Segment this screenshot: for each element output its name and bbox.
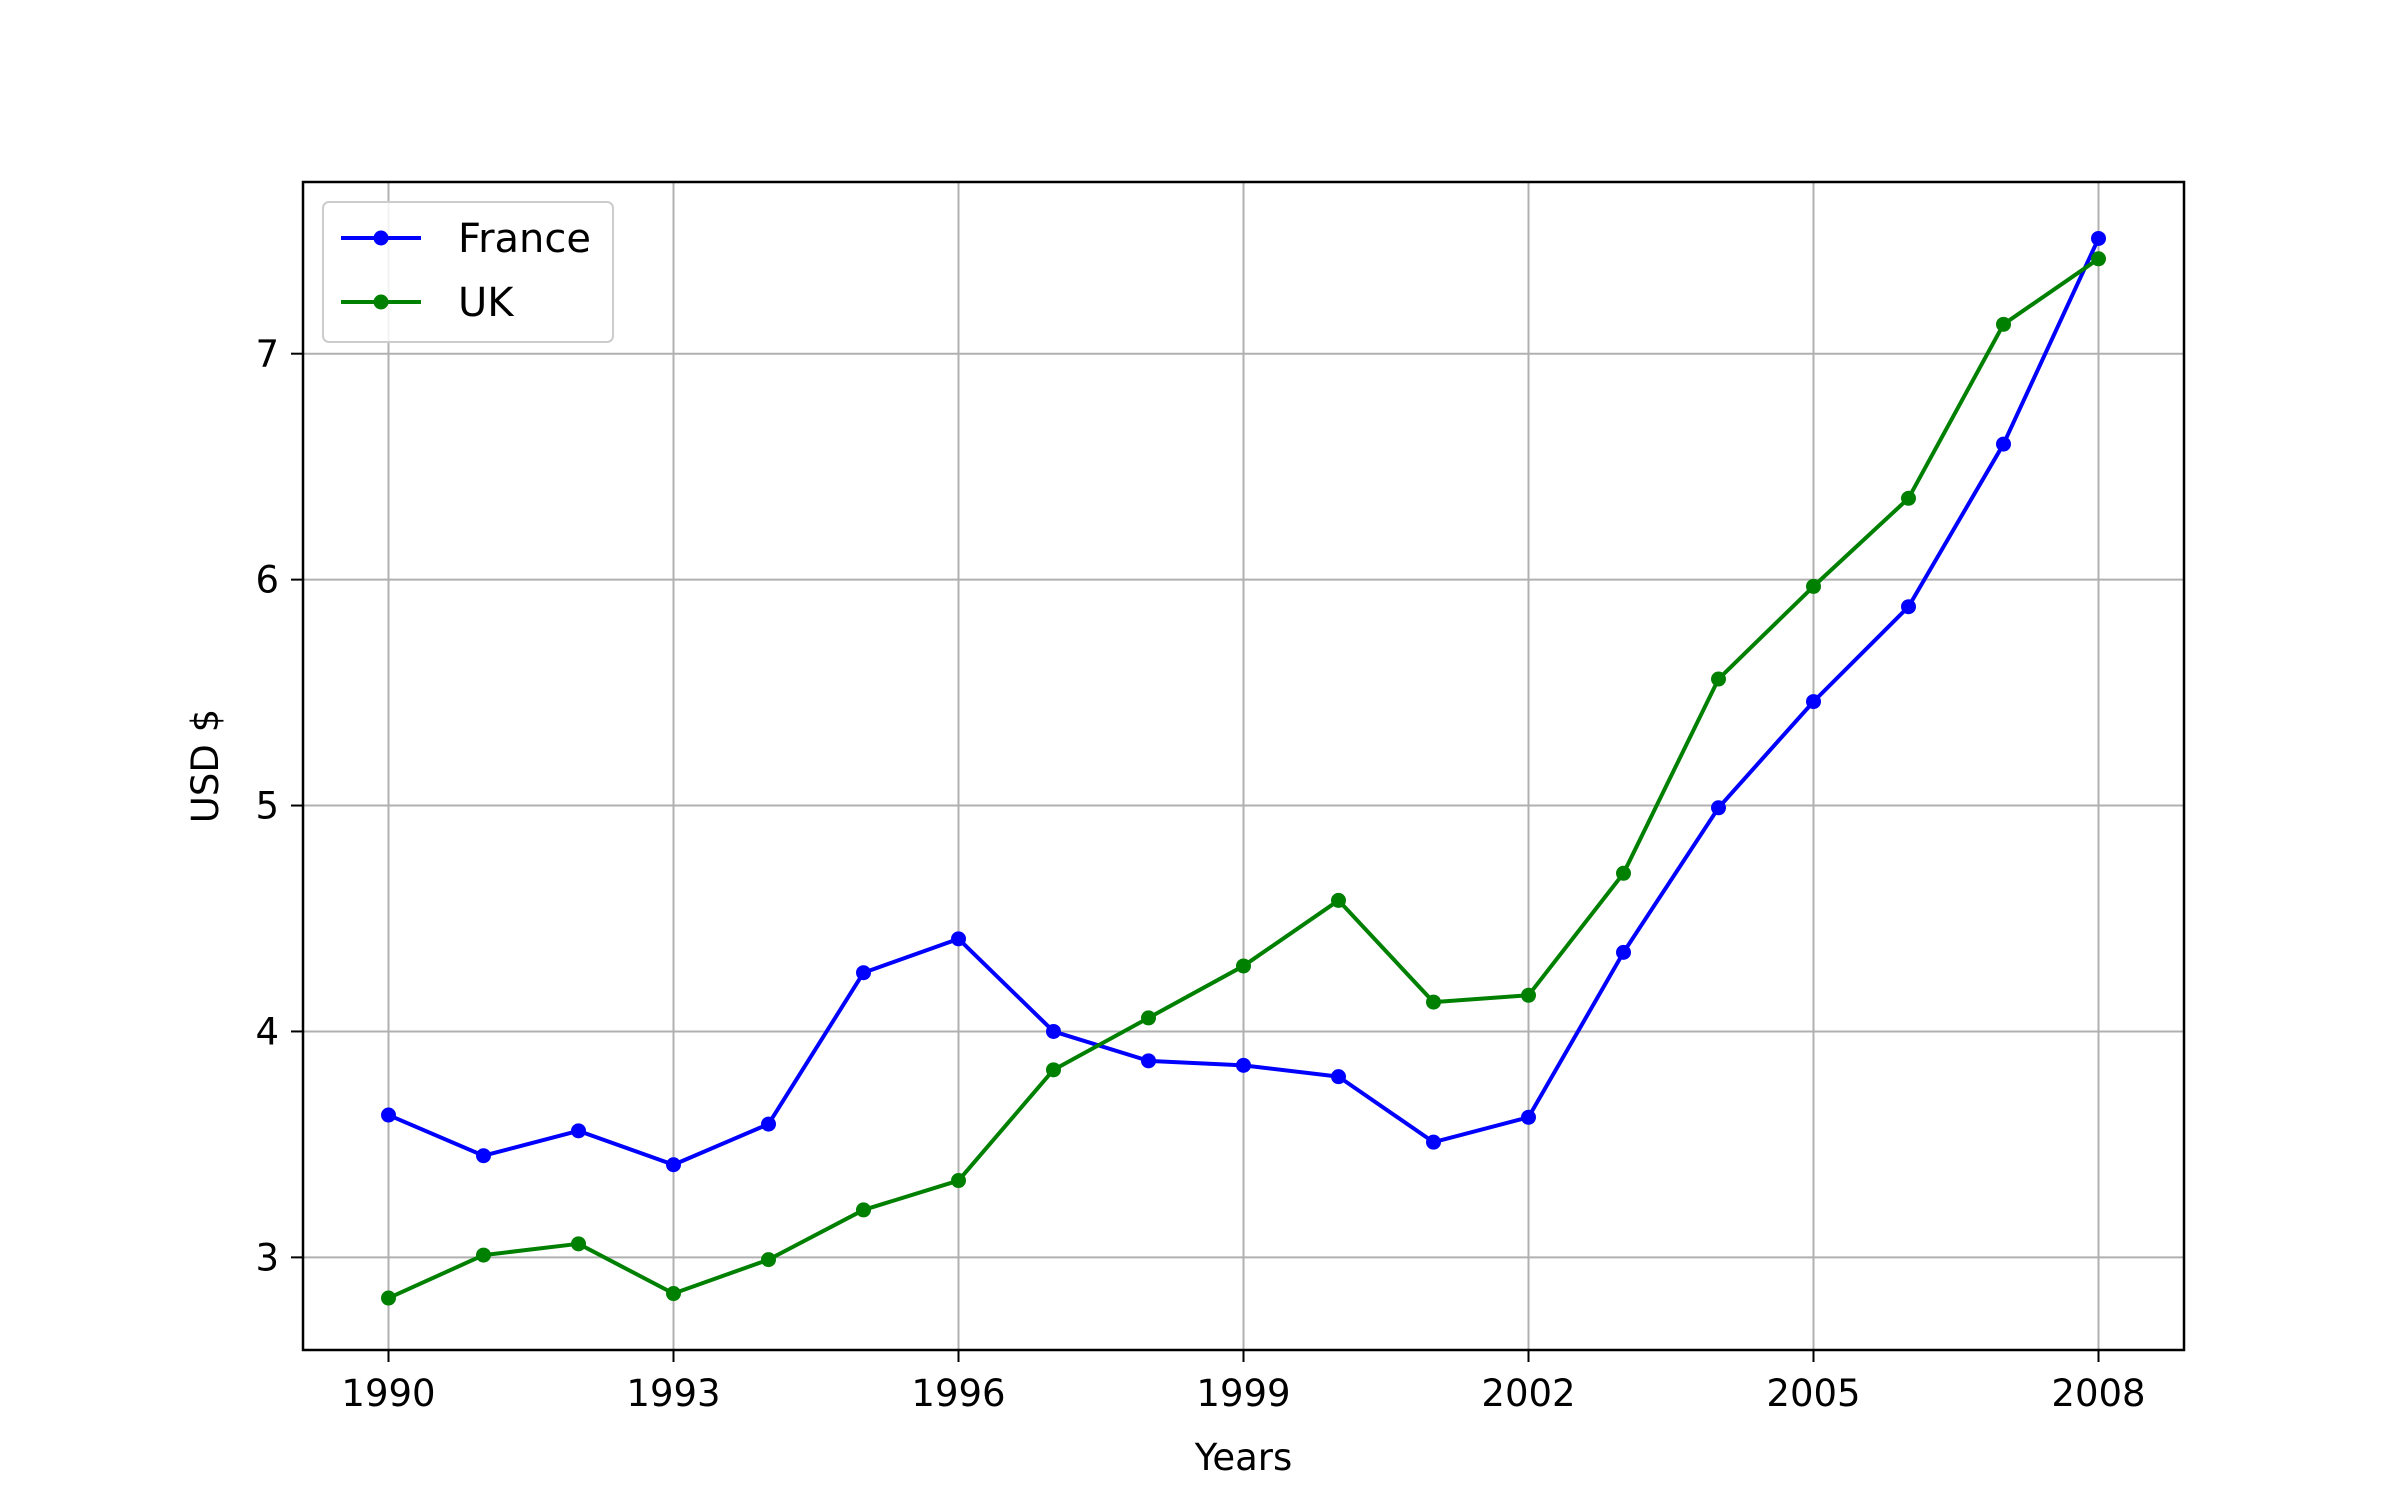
- data-point: [1141, 1010, 1156, 1026]
- data-point: [761, 1252, 776, 1268]
- data-point: [1901, 490, 1916, 506]
- x-axis-label: Years: [1194, 1436, 1293, 1479]
- data-point: [856, 1202, 871, 1218]
- data-point: [1806, 694, 1821, 710]
- x-tick-label: 2005: [1766, 1372, 1860, 1415]
- legend-entry: UK: [341, 280, 515, 326]
- data-point: [571, 1236, 586, 1252]
- data-point: [1711, 671, 1726, 687]
- legend: France UK: [322, 201, 614, 343]
- data-point: [1711, 800, 1726, 816]
- data-point: [1996, 436, 2011, 452]
- data-point: [1901, 599, 1916, 615]
- series-uk: [381, 251, 2106, 1306]
- x-tick-label: 1993: [626, 1372, 720, 1415]
- y-axis-label: USD $: [184, 709, 227, 823]
- data-point: [666, 1157, 681, 1173]
- x-tick-label: 2008: [2051, 1372, 2145, 1415]
- data-point: [2091, 251, 2106, 267]
- data-point: [1426, 994, 1441, 1010]
- data-point: [1331, 1069, 1346, 1085]
- y-tick-label: 7: [255, 333, 279, 376]
- legend-entry: France: [341, 216, 591, 262]
- y-tick-label: 3: [255, 1236, 279, 1279]
- data-point: [1046, 1023, 1061, 1039]
- data-point: [1236, 958, 1251, 974]
- data-point: [476, 1247, 491, 1263]
- data-point: [666, 1286, 681, 1302]
- data-point: [1331, 892, 1346, 908]
- data-point: [1616, 865, 1631, 881]
- legend-swatch-marker: [373, 230, 389, 246]
- x-tick-label: 2002: [1481, 1372, 1575, 1415]
- data-point: [1996, 316, 2011, 332]
- legend-swatch-marker: [373, 294, 389, 310]
- x-tick-label: 1999: [1196, 1372, 1290, 1415]
- data-point: [476, 1148, 491, 1164]
- data-point: [1426, 1134, 1441, 1150]
- series-layer: [381, 230, 2106, 1306]
- x-tick-label: 1996: [911, 1372, 1005, 1415]
- data-point: [1046, 1062, 1061, 1078]
- grid-lines: [303, 182, 2184, 1350]
- axis-ticks: 1990 1993 1996 1999 2002 2005 2008 3 4 5 6 7: [255, 333, 2145, 1415]
- data-point: [951, 931, 966, 947]
- y-tick-label: 6: [255, 559, 279, 602]
- data-point: [1806, 578, 1821, 594]
- data-point: [2091, 230, 2106, 246]
- x-tick-label: 1990: [341, 1372, 435, 1415]
- data-point: [571, 1123, 586, 1139]
- data-point: [381, 1290, 396, 1306]
- legend-label: UK: [458, 280, 515, 326]
- data-point: [761, 1116, 776, 1132]
- y-tick-label: 4: [255, 1010, 279, 1053]
- data-point: [1236, 1057, 1251, 1073]
- data-point: [1616, 944, 1631, 960]
- data-point: [856, 965, 871, 981]
- data-point: [951, 1173, 966, 1189]
- series-france: [381, 230, 2106, 1173]
- data-point: [1521, 1109, 1536, 1125]
- y-tick-label: 5: [255, 785, 279, 828]
- data-point: [1141, 1053, 1156, 1069]
- data-point: [1521, 987, 1536, 1003]
- data-point: [381, 1107, 396, 1123]
- legend-label: France: [458, 216, 591, 262]
